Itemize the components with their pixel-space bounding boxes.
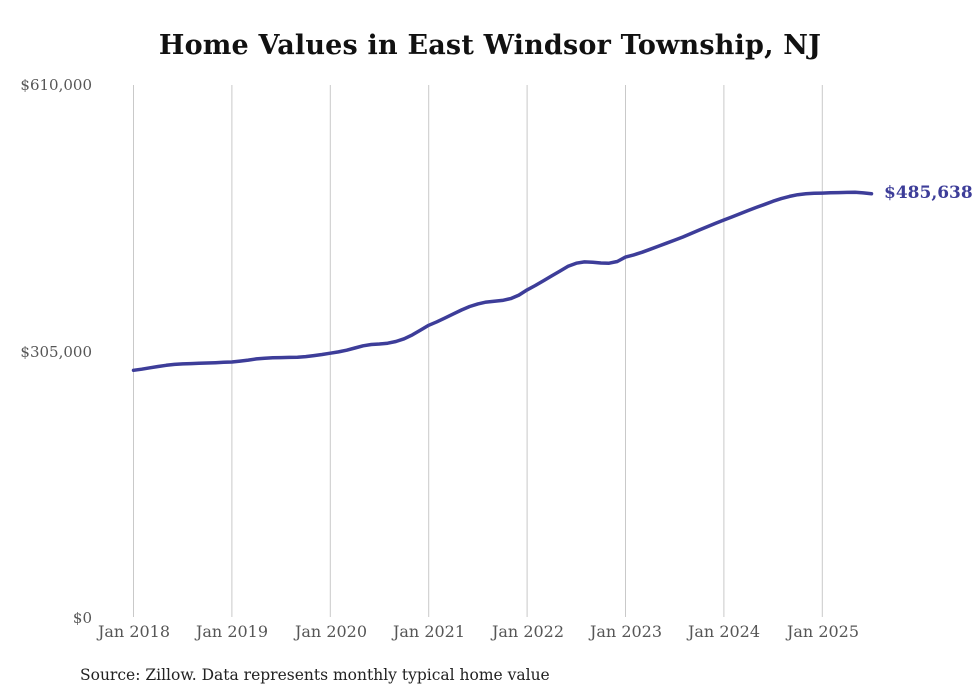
home-value-line (131, 190, 874, 373)
x-tick-label-2023: Jan 2023 (589, 622, 663, 641)
y-tick-label-610000: $610,000 (20, 76, 92, 94)
x-tick-label-2020: Jan 2020 (294, 622, 368, 641)
x-tick-label-2022: Jan 2022 (491, 622, 565, 641)
x-tick-label-2018: Jan 2018 (97, 622, 171, 641)
x-tick-label-2021: Jan 2021 (392, 622, 466, 641)
x-tick-label-2019: Jan 2019 (195, 622, 269, 641)
x-tick-label-2024: Jan 2024 (687, 622, 761, 641)
y-tick-label-305000: $305,000 (20, 343, 92, 361)
source-note: Source: Zillow. Data represents monthly … (80, 666, 550, 684)
chart-title: Home Values in East Windsor Township, NJ (158, 30, 822, 61)
x-tick-label-2025: Jan 2025 (786, 622, 860, 641)
y-tick-label-0: $0 (72, 609, 92, 627)
latest-value-label: $485,638 (884, 183, 973, 203)
